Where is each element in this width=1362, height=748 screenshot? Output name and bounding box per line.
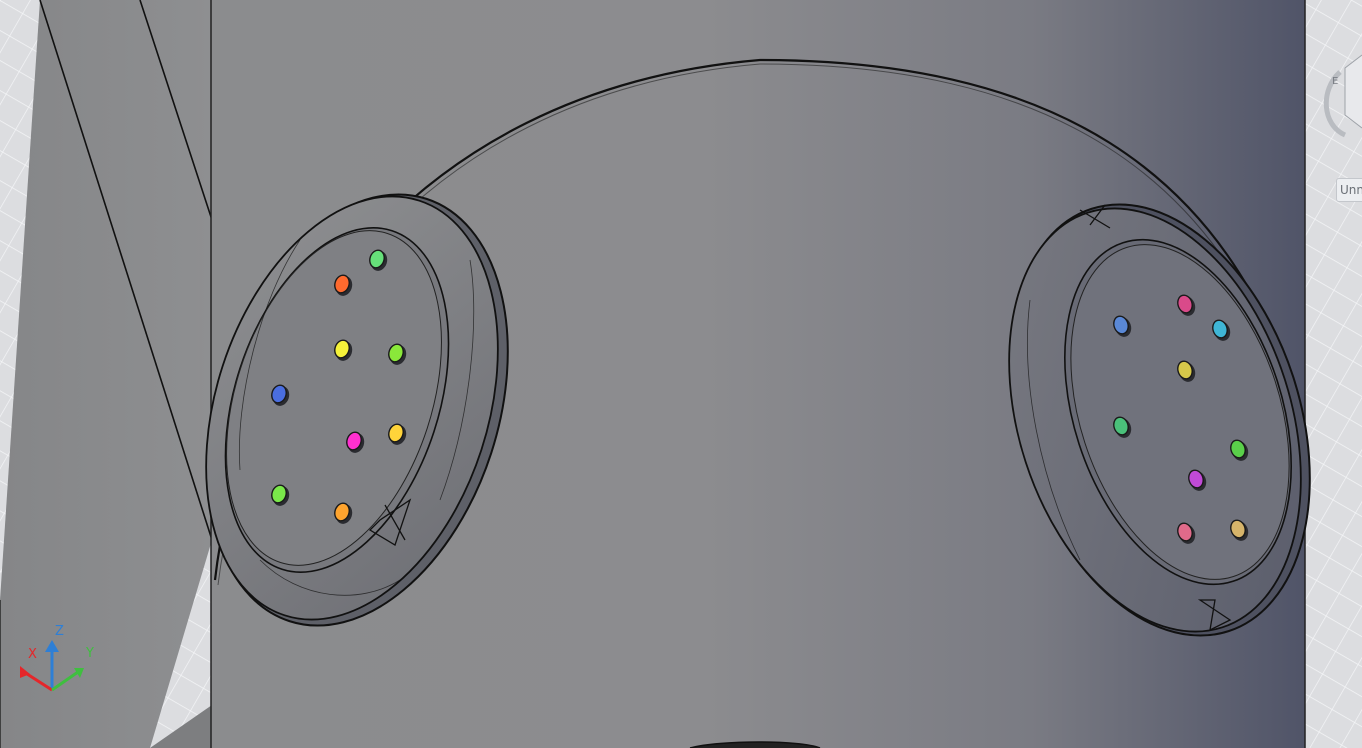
ucs-y-label: Y	[86, 646, 94, 661]
bolt-hole[interactable]	[368, 248, 387, 269]
right-flange-holes	[1112, 293, 1249, 544]
bolt-hole[interactable]	[1211, 318, 1230, 339]
bolt-hole[interactable]	[387, 342, 406, 363]
bolt-hole[interactable]	[1176, 359, 1195, 380]
bolt-hole[interactable]	[1176, 521, 1195, 542]
left-flange	[205, 193, 509, 627]
bolt-hole[interactable]	[270, 483, 289, 504]
bolt-hole[interactable]	[1229, 518, 1248, 539]
bolt-hole[interactable]	[345, 430, 364, 451]
svg-text:E: E	[1332, 76, 1338, 87]
ucs-x-label: X	[28, 647, 37, 662]
bolt-hole[interactable]	[1229, 438, 1248, 459]
bolt-hole[interactable]	[333, 338, 352, 359]
viewcube[interactable]: E	[1323, 54, 1362, 138]
bolt-hole[interactable]	[270, 383, 289, 404]
bolt-hole[interactable]	[333, 501, 352, 522]
bolt-hole[interactable]	[1176, 293, 1195, 314]
bolt-hole[interactable]	[1112, 415, 1131, 436]
ucs-z-label: Z	[55, 624, 64, 639]
ucs-icon	[20, 640, 84, 692]
viewcube-unnamed-label[interactable]: Unn	[1336, 178, 1362, 202]
angled-pipe	[0, 0, 212, 748]
bolt-hole[interactable]	[387, 422, 406, 443]
bolt-hole[interactable]	[1187, 468, 1206, 489]
bolt-hole[interactable]	[333, 273, 352, 294]
left-flange-holes	[270, 248, 407, 524]
bolt-hole[interactable]	[1112, 314, 1131, 335]
